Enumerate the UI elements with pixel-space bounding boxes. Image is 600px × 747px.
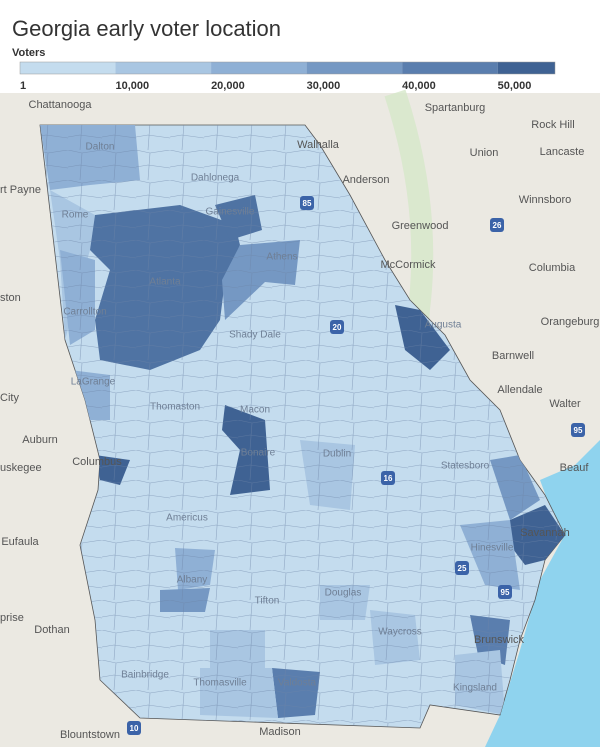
legend-swatch: [115, 62, 212, 74]
legend-tick-label: 30,000: [307, 80, 341, 92]
place-label: Winnsboro: [519, 194, 572, 206]
place-label: Spartanburg: [425, 102, 486, 114]
place-label: Union: [470, 147, 499, 159]
place-label: prise: [0, 612, 24, 624]
place-label: Brunswick: [474, 634, 525, 646]
place-label: rt Payne: [0, 184, 41, 196]
highway-shield: [381, 471, 395, 485]
highway-shield: [490, 218, 504, 232]
place-label: Kingsland: [453, 683, 497, 694]
place-label: Americus: [166, 513, 208, 524]
place-label: Bonaire: [241, 448, 276, 459]
place-label: City: [0, 392, 19, 404]
legend: 1 10,000 20,000 30,000 40,000 50,000: [19, 61, 556, 92]
place-label: McCormick: [381, 259, 436, 271]
legend-frame: [19, 61, 556, 75]
place-label: Thomaston: [150, 402, 200, 413]
highway-shield: [571, 423, 585, 437]
place-label: Shady Dale: [229, 330, 281, 341]
place-label: Bainbridge: [121, 670, 169, 681]
ocean: [485, 440, 600, 747]
place-label: Beauf: [560, 462, 590, 474]
highway-number: 26: [493, 221, 502, 230]
place-label: Columbus: [72, 456, 122, 468]
legend-swatch: [306, 62, 403, 74]
place-label: Hinesville: [471, 543, 514, 554]
place-label: Walter: [549, 398, 581, 410]
place-label: Chattanooga: [29, 99, 93, 111]
highway-number: 95: [501, 588, 510, 597]
map: [0, 89, 600, 747]
place-label: Dahlonega: [191, 173, 240, 184]
place-label: Gainesville: [206, 207, 255, 218]
place-label: Douglas: [325, 588, 362, 599]
highway-shield: [127, 721, 141, 735]
place-label: Augusta: [425, 320, 462, 331]
legend-tick-label: 10,000: [116, 80, 150, 92]
legend-tick-label: 20,000: [211, 80, 245, 92]
place-label: Lancaste: [540, 146, 585, 158]
place-label: Blountstown: [60, 729, 120, 741]
place-label: Statesboro: [441, 461, 490, 472]
highway-number: 10: [130, 724, 139, 733]
place-label: Dothan: [34, 624, 69, 636]
place-label: Madison: [259, 726, 301, 738]
place-label: Dublin: [323, 449, 351, 460]
place-label: Athens: [266, 252, 297, 263]
highway-shield: [455, 561, 469, 575]
legend-swatch: [402, 62, 498, 74]
place-label: Auburn: [22, 434, 57, 446]
title: Georgia early voter location: [12, 16, 281, 41]
legend-swatch: [211, 62, 307, 74]
place-label: Carrollton: [63, 307, 106, 318]
place-label: Macon: [240, 405, 270, 416]
place-label: Rock Hill: [531, 119, 574, 131]
legend-swatch: [497, 62, 555, 74]
counties: [40, 125, 565, 728]
highway-number: 20: [333, 323, 342, 332]
legend-title: Voters: [12, 47, 45, 59]
place-label: Atlanta: [149, 277, 181, 288]
place-label: Greenwood: [392, 220, 449, 232]
legend-swatch: [20, 62, 116, 74]
legend-tick-label: 1: [20, 80, 26, 92]
place-label: Eufaula: [1, 536, 39, 548]
highway-shield: [300, 196, 314, 210]
place-label: Savannah: [520, 527, 570, 539]
place-label: Thomasville: [193, 678, 247, 689]
highway-number: 85: [303, 199, 312, 208]
place-label: Tifton: [255, 596, 280, 607]
place-label: ston: [0, 292, 21, 304]
legend-tick-label: 50,000: [498, 80, 532, 92]
place-label: Allendale: [497, 384, 542, 396]
places: Chattanooga Spartanburg Rock Hill Walhalla U…: [0, 99, 599, 741]
place-label: Valdosta: [278, 678, 317, 689]
highway-number: 25: [458, 564, 467, 573]
place-label: Orangeburg: [541, 316, 600, 328]
legend-tick-label: 40,000: [402, 80, 436, 92]
place-label: Rome: [62, 210, 89, 221]
place-label: Anderson: [342, 174, 389, 186]
place-label: Walhalla: [297, 139, 340, 151]
highway-shield: [498, 585, 512, 599]
place-label: uskegee: [0, 462, 42, 474]
place-label: Barnwell: [492, 350, 534, 362]
place-label: Waycross: [378, 627, 422, 638]
highway-shield: [330, 320, 344, 334]
highway-number: 95: [574, 426, 583, 435]
place-label: Columbia: [529, 262, 576, 274]
place-label: Albany: [177, 575, 208, 586]
place-label: LaGrange: [71, 377, 116, 388]
highway-number: 16: [384, 474, 393, 483]
place-label: Dalton: [86, 142, 115, 153]
